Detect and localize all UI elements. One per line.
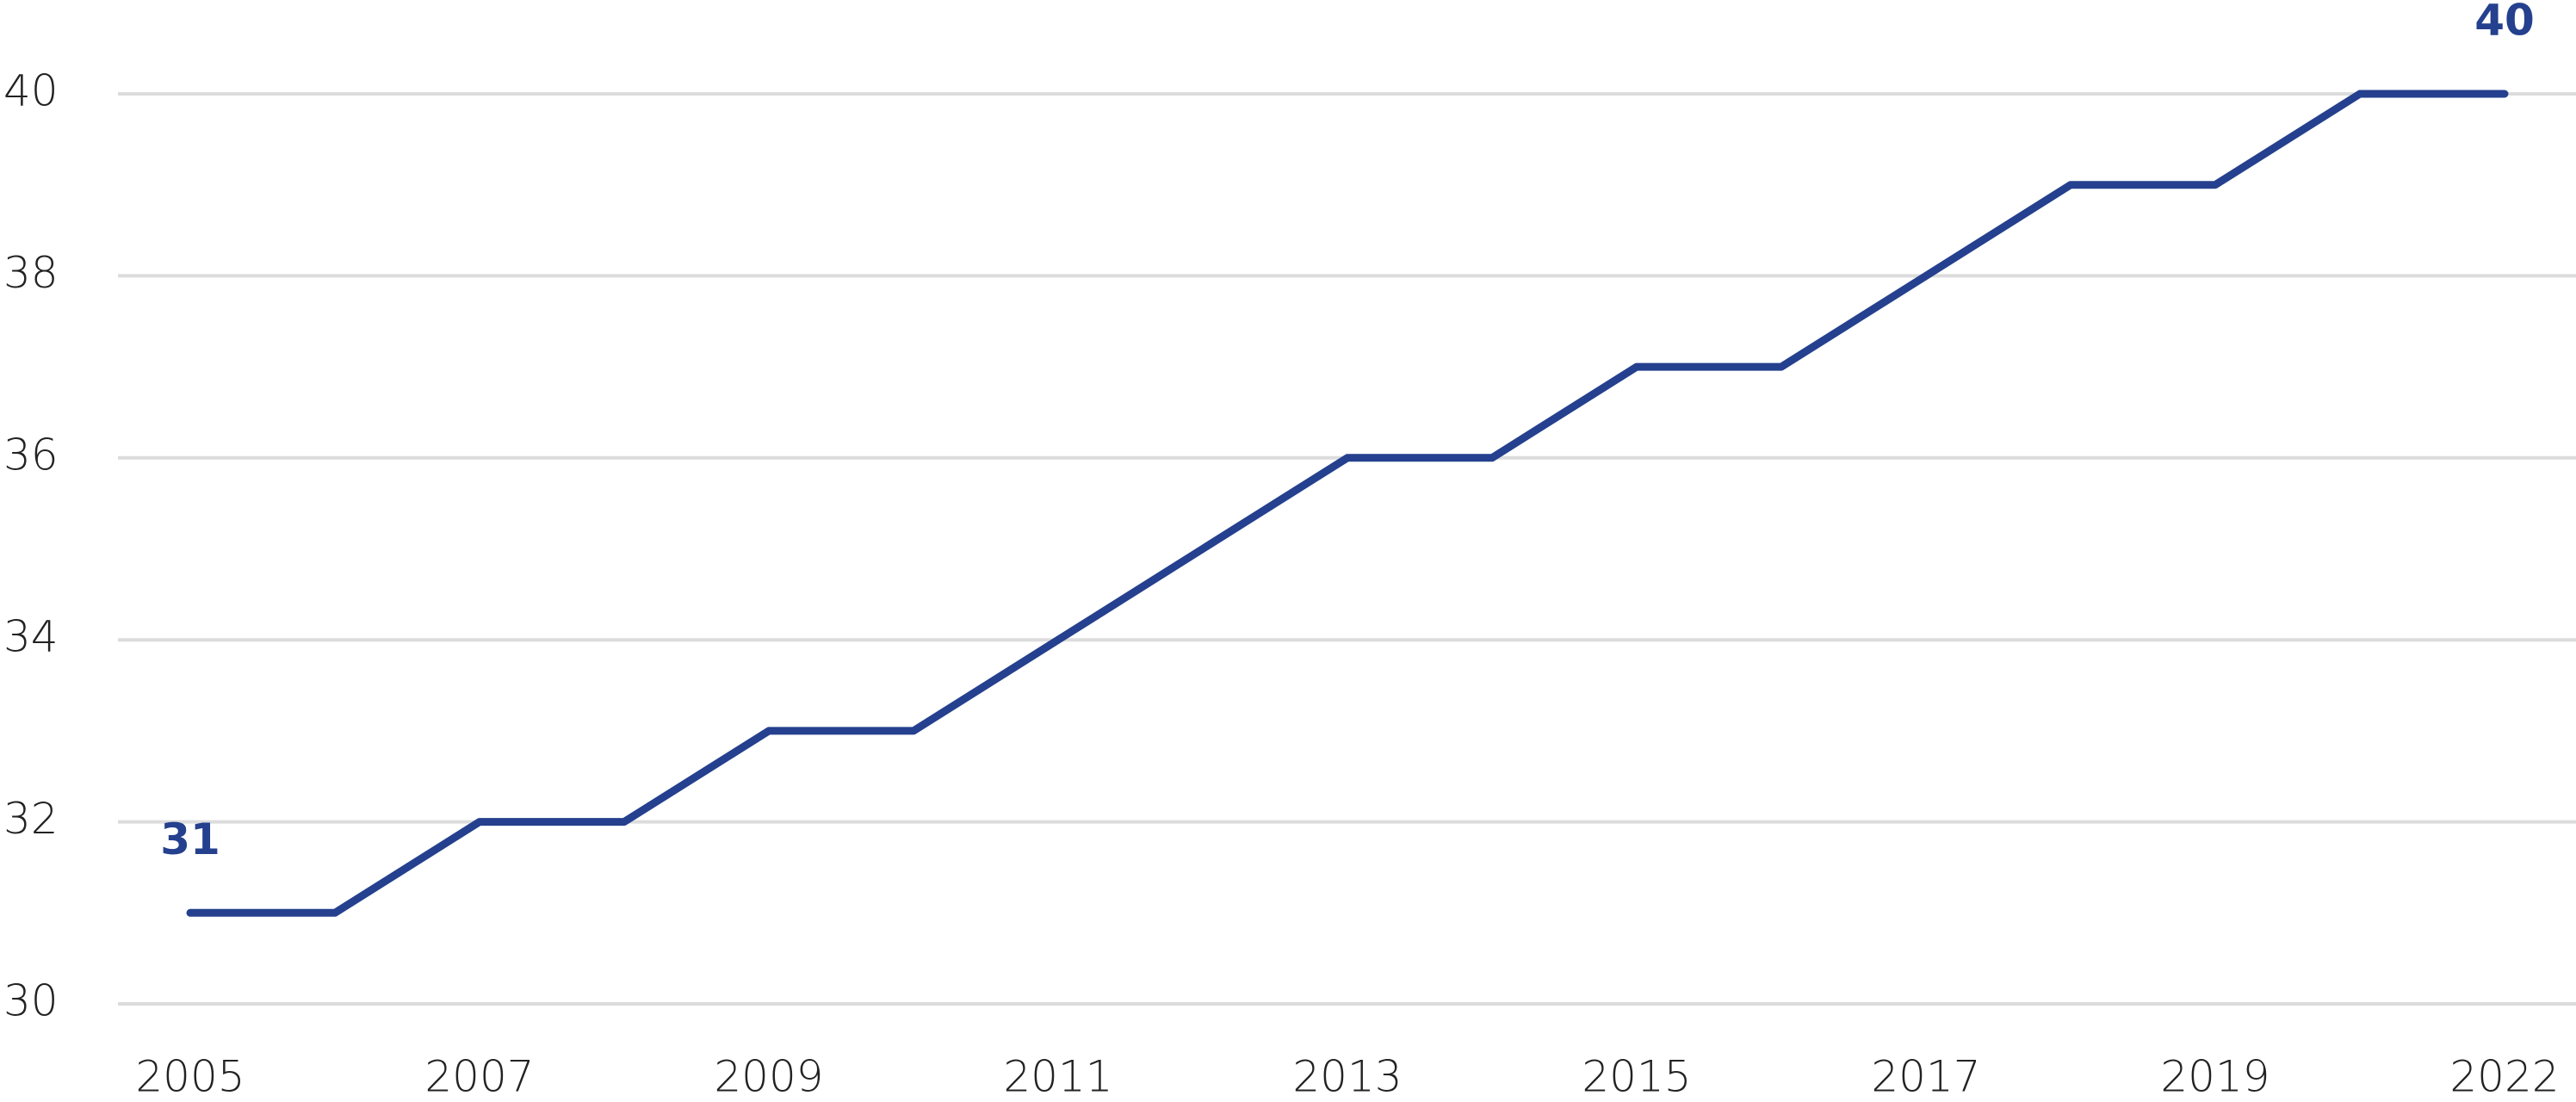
y-tick-label: 40: [3, 66, 59, 116]
y-tick-label: 36: [3, 430, 59, 480]
x-tick-label: 2017: [1871, 1052, 1980, 1102]
data-label: 31: [160, 814, 220, 864]
x-tick-label: 2013: [1292, 1052, 1402, 1102]
x-tick-label: 2005: [135, 1052, 245, 1102]
data-label: 40: [2474, 0, 2535, 46]
x-tick-label: 2022: [2449, 1052, 2559, 1102]
data-line: [186, 90, 2509, 917]
y-tick-label: 34: [3, 612, 59, 662]
x-tick-label: 2007: [424, 1052, 534, 1102]
x-tick-label: 2019: [2160, 1052, 2269, 1102]
y-tick-label: 30: [3, 976, 59, 1026]
x-tick-label: 2011: [1003, 1052, 1112, 1102]
x-tick-label: 2015: [1582, 1052, 1691, 1102]
x-tick-label: 2009: [714, 1052, 823, 1102]
y-tick-label: 38: [3, 248, 59, 298]
y-tick-label: 32: [3, 794, 59, 844]
